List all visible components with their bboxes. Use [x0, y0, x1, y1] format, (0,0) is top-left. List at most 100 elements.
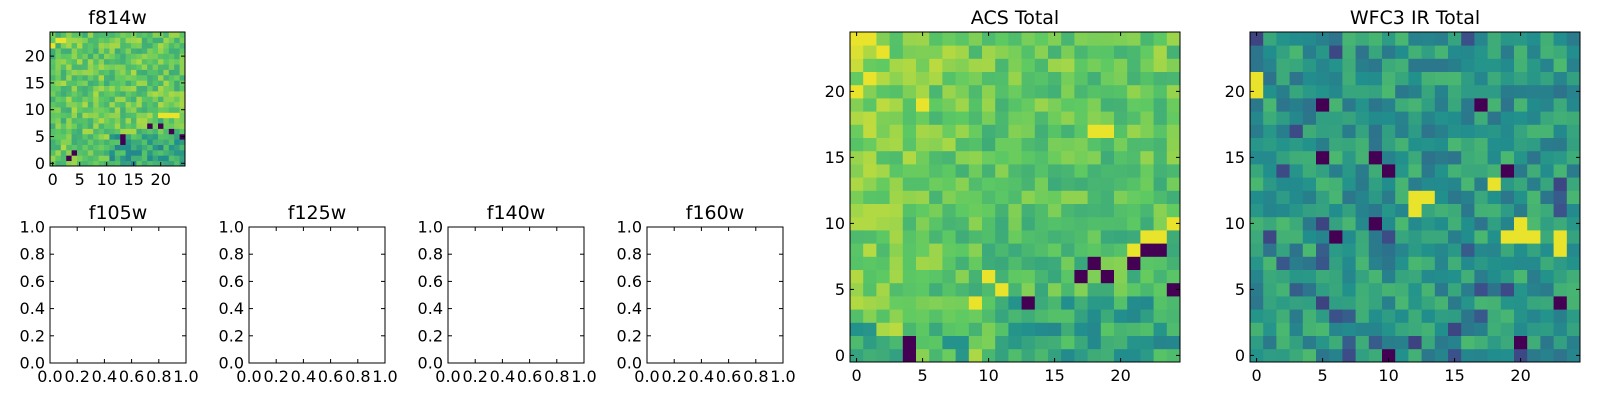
heatmap-cell	[1408, 124, 1422, 138]
heatmap-cell	[1263, 137, 1277, 152]
heatmap-cell	[109, 112, 116, 119]
heatmap-cell	[114, 112, 121, 119]
heatmap-cell	[1342, 256, 1356, 270]
heatmap-cell	[1034, 256, 1049, 270]
heatmap-cell	[125, 58, 132, 65]
heatmap-cell	[87, 128, 94, 135]
heatmap-cell	[66, 64, 72, 70]
heatmap-cell	[50, 112, 56, 119]
heatmap-cell	[1421, 335, 1436, 350]
x-tick-label: 0.0	[435, 367, 460, 386]
heatmap-cell	[87, 42, 94, 49]
heatmap-cell	[1021, 216, 1036, 231]
heatmap-cell	[1355, 32, 1370, 46]
heatmap-cell	[1487, 203, 1502, 218]
heatmap-cell	[114, 133, 121, 140]
heatmap-cell	[1008, 150, 1022, 165]
heatmap-cell	[1395, 256, 1409, 270]
heatmap-cell	[1382, 137, 1396, 152]
heatmap-cell	[179, 112, 186, 119]
heatmap-cell	[929, 190, 943, 204]
heatmap-cell	[1166, 177, 1181, 191]
heatmap-cell	[1087, 164, 1102, 178]
x-tick-label: 20	[1110, 366, 1130, 385]
heatmap-cell	[1368, 124, 1383, 138]
heatmap-cell	[1329, 150, 1343, 165]
heatmap-cell	[1448, 177, 1462, 191]
heatmap-cell	[1408, 84, 1422, 99]
heatmap-cell	[902, 164, 917, 178]
heatmap-cell	[163, 74, 170, 81]
heatmap-cell	[131, 139, 137, 145]
heatmap-cell	[93, 155, 99, 162]
heatmap-cell	[995, 98, 1009, 112]
heatmap-cell	[1395, 230, 1409, 244]
heatmap-cell	[141, 80, 148, 86]
heatmap-cell	[104, 155, 110, 162]
heatmap-cell	[1021, 58, 1036, 72]
heatmap-cell	[93, 48, 99, 54]
heatmap-cell	[82, 144, 89, 151]
heatmap-cell	[1127, 164, 1141, 178]
heatmap-cell	[168, 85, 175, 92]
heatmap-cell	[1166, 269, 1181, 284]
heatmap-cell	[71, 160, 78, 167]
heatmap-cell	[1140, 84, 1154, 99]
heatmap-cell	[916, 335, 930, 350]
heatmap-cell	[1140, 32, 1154, 46]
heatmap-cell	[1434, 256, 1449, 270]
heatmap-cell	[1566, 309, 1581, 323]
heatmap-cell	[120, 58, 126, 65]
heatmap-cell	[1566, 203, 1581, 218]
heatmap-cell	[1461, 164, 1475, 178]
heatmap-cell	[876, 98, 890, 112]
heatmap-cell	[1342, 269, 1356, 284]
y-tick-label: 1.0	[219, 218, 244, 237]
heatmap-cell	[1368, 190, 1383, 204]
heatmap-cell	[1316, 269, 1330, 284]
heatmap-cell	[136, 48, 143, 54]
heatmap-cell	[87, 144, 94, 151]
heatmap-cell	[1553, 216, 1568, 231]
heatmap-cell	[876, 58, 890, 72]
heatmap-cell	[942, 45, 956, 59]
heatmap-cell	[863, 58, 877, 72]
heatmap-cell	[1316, 32, 1330, 46]
heatmap-cell	[916, 190, 930, 204]
heatmap-cell	[1316, 348, 1330, 363]
heatmap-cell	[1316, 282, 1330, 297]
heatmap-cell	[1382, 98, 1396, 112]
heatmap-cell	[1421, 84, 1436, 99]
heatmap-cell	[1166, 84, 1181, 99]
heatmap-cell	[916, 45, 930, 59]
heatmap-cell	[1421, 256, 1436, 270]
heatmap-cell	[179, 58, 186, 65]
heatmap-cell	[1316, 71, 1330, 86]
heatmap-cell	[1382, 45, 1396, 59]
heatmap-cell	[1153, 243, 1168, 257]
heatmap-cell	[1140, 58, 1154, 72]
heatmap-cell	[82, 37, 89, 44]
heatmap-cell	[1487, 243, 1502, 257]
heatmap-cell	[136, 117, 143, 124]
heatmap-cell	[1461, 177, 1475, 191]
heatmap-cell	[77, 48, 83, 54]
heatmap-cell	[929, 230, 943, 244]
heatmap-cell	[1355, 45, 1370, 59]
heatmap-cell	[104, 90, 110, 97]
heatmap-cell	[109, 155, 116, 162]
heatmap-cell	[93, 42, 99, 49]
heatmap-cell	[1382, 177, 1396, 191]
heatmap-cell	[1395, 177, 1409, 191]
heatmap-cell	[968, 203, 983, 218]
x-tick-label: 0.8	[743, 367, 768, 386]
heatmap-cell	[1048, 84, 1062, 99]
heatmap-cell	[114, 64, 121, 70]
heatmap-cell	[1008, 322, 1022, 336]
heatmap-cell	[109, 133, 116, 140]
heatmap-cell	[1540, 84, 1554, 99]
heatmap-cell	[66, 90, 72, 97]
heatmap-cell	[114, 32, 121, 38]
heatmap-cell	[131, 48, 137, 54]
heatmap-cell	[98, 139, 105, 145]
